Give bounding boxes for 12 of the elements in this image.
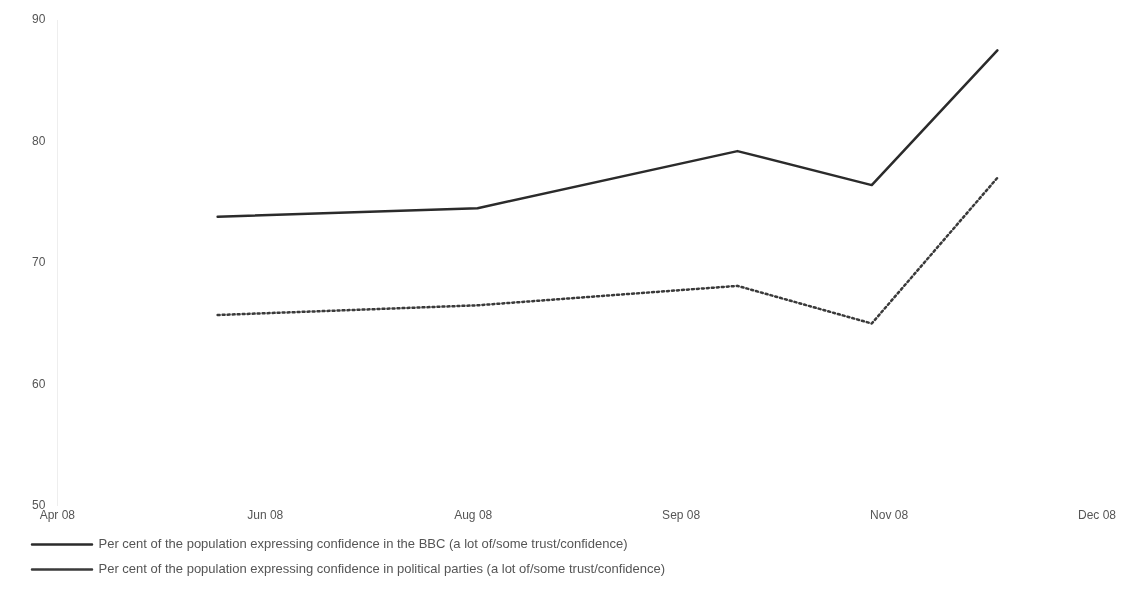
legend-label: Per cent of the population expressing confidence in the BBC (a lot of/some trust/confidence) — [98, 536, 628, 552]
x-tick-label: Jun 08 — [247, 508, 284, 523]
x-tick-label: Aug 08 — [454, 508, 493, 523]
y-tick-label: 90 — [31, 12, 46, 27]
x-tick-label: Dec 08 — [1077, 508, 1117, 523]
line-series — [216, 176, 999, 325]
y-tick-label: 60 — [31, 376, 46, 391]
legend-label: Per cent of the population expressing confidence in political parties (a lot of/some trust/confidence) — [98, 561, 666, 577]
x-tick-label: Sep 08 — [662, 508, 701, 523]
y-tick-label: 80 — [31, 133, 46, 148]
x-tick-label: Nov 08 — [870, 508, 909, 523]
y-tick-label: 70 — [31, 255, 46, 270]
